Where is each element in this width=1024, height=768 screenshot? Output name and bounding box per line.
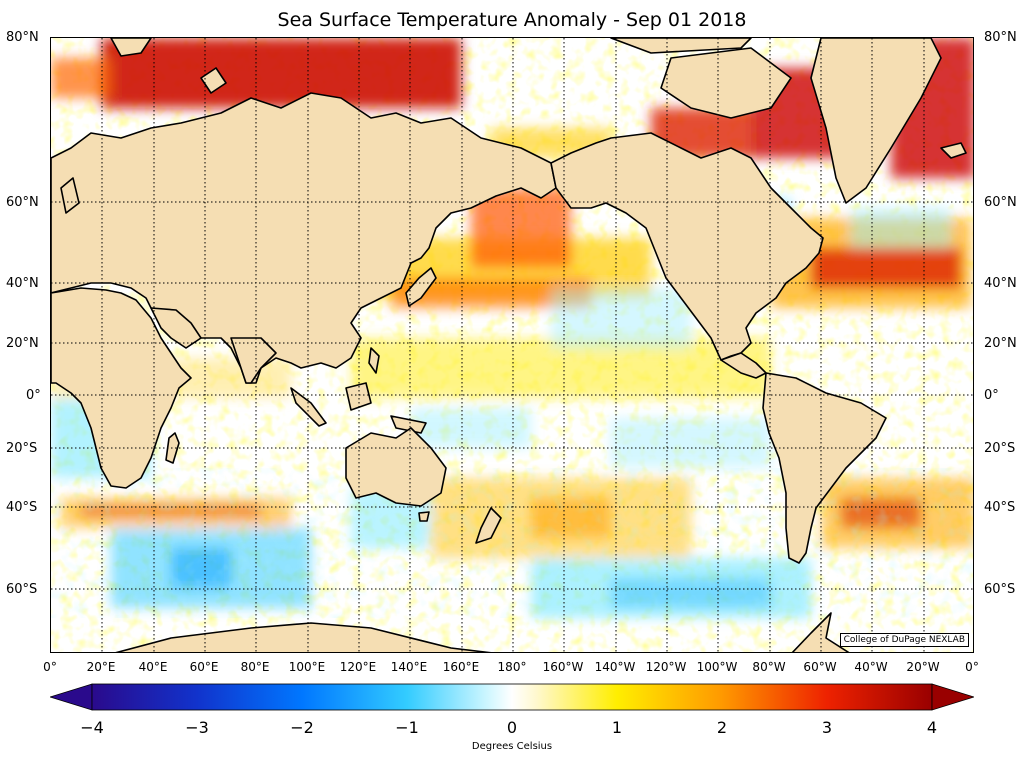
lat-label-eq-right: 0°	[984, 388, 999, 403]
lon-label-100w: 100°W	[696, 660, 738, 674]
lon-label-40w: 40°W	[854, 660, 888, 674]
lat-label-40n-left: 40°N	[6, 276, 39, 291]
colorbar-label: Degrees Celsius	[471, 741, 553, 752]
colorbar-tick-0: 0	[506, 718, 518, 737]
lon-label-60e: 60°E	[189, 660, 219, 674]
lat-label-20s-left: 20°S	[6, 441, 38, 456]
lat-label-60s-left: 60°S	[6, 582, 38, 597]
lon-label-80e: 80°E	[240, 660, 270, 674]
map-canvas	[51, 38, 973, 652]
colorbar-tick-neg1: −1	[395, 718, 419, 737]
iceland	[940, 142, 967, 159]
lat-label-80n-left: 80°N	[6, 30, 39, 45]
new-zealand	[475, 507, 502, 544]
new-guinea	[390, 415, 427, 434]
colorbar-tick-neg3: −3	[185, 718, 209, 737]
lon-label-120w: 120°W	[645, 660, 687, 674]
lon-label-160w: 160°W	[542, 660, 584, 674]
lon-label-40e: 40°E	[138, 660, 168, 674]
lon-label-180: 180°	[497, 660, 527, 674]
source-credit: College of DuPage NEXLAB	[839, 633, 969, 647]
north-america	[550, 132, 824, 361]
colorbar-tick-neg2: −2	[290, 718, 314, 737]
philippines	[368, 347, 380, 374]
colorbar-tick-4: 4	[926, 718, 938, 737]
colorbar-tick-2: 2	[716, 718, 728, 737]
lon-label-100e: 100°E	[288, 660, 326, 674]
lon-label-0-right: 0°	[965, 660, 979, 674]
lon-label-20w: 20°W	[906, 660, 940, 674]
antarctica	[115, 622, 492, 652]
borneo	[345, 382, 372, 411]
novaya-zemlya	[200, 67, 227, 94]
graticule	[51, 38, 973, 652]
lon-label-80w: 80°W	[752, 660, 786, 674]
tasmania	[418, 511, 430, 522]
colorbar-gradient	[91, 683, 933, 711]
lon-label-160e: 160°E	[442, 660, 480, 674]
lat-label-20n-left: 20°N	[6, 336, 39, 351]
lon-label-0: 0°	[43, 660, 57, 674]
lat-label-20n-right: 20°N	[984, 336, 1017, 351]
map-title: Sea Surface Temperature Anomaly - Sep 01…	[277, 9, 747, 31]
lat-label-60n-right: 60°N	[984, 195, 1017, 210]
colorbar-tick-neg4: −4	[80, 718, 104, 737]
lon-label-20e: 20°E	[86, 660, 116, 674]
south-america	[762, 372, 887, 564]
lon-label-140w: 140°W	[594, 660, 636, 674]
colorbar-max-extension	[931, 683, 974, 711]
lat-label-60n-left: 60°N	[6, 195, 39, 210]
africa-landmass	[51, 287, 192, 489]
lat-label-80n-right: 80°N	[984, 30, 1017, 45]
lon-label-60w: 60°W	[803, 660, 837, 674]
lat-label-40n-right: 40°N	[984, 276, 1017, 291]
colorbar-min-extension	[50, 683, 93, 711]
colorbar	[50, 683, 974, 711]
arctic-islands-ne	[610, 38, 752, 54]
colorbar-tick-3: 3	[821, 718, 833, 737]
sst-anomaly-map: College of DuPage NEXLAB	[50, 37, 974, 653]
lat-label-eq-left: 0°	[26, 388, 41, 403]
lat-label-40s-right: 40°S	[984, 500, 1016, 515]
svalbard	[110, 38, 152, 57]
antarctic-peninsula	[791, 612, 850, 652]
lat-label-40s-left: 40°S	[6, 500, 38, 515]
lat-label-60s-right: 60°S	[984, 582, 1016, 597]
lon-label-120e: 120°E	[339, 660, 377, 674]
colorbar-tick-1: 1	[611, 718, 623, 737]
japan	[405, 267, 437, 307]
anomaly-field	[51, 38, 973, 652]
arabian-peninsula	[150, 307, 202, 349]
canadian-arctic-islands	[660, 47, 792, 119]
lon-label-140e: 140°E	[390, 660, 428, 674]
great-britain	[60, 177, 80, 214]
lat-label-20s-right: 20°S	[984, 441, 1016, 456]
